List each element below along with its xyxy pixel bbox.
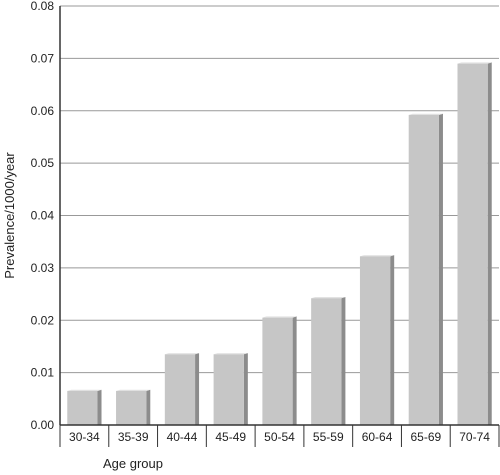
y-tick-label: 0.01 [31,366,55,380]
bar-side [195,353,200,425]
x-category-label: 50-54 [264,430,295,444]
bar-top [359,255,395,257]
y-tick-label: 0.07 [31,51,55,65]
bar-side [341,297,346,425]
bar-face [408,114,439,425]
y-tick-label: 0.08 [31,0,55,13]
y-tick-label: 0.02 [31,313,55,327]
bar-top [262,316,297,318]
x-category-label: 30-34 [69,430,100,444]
bar-side [97,389,102,425]
axes [59,6,499,426]
x-category-label: 70-74 [459,430,490,444]
bar-top [213,353,248,355]
bar [408,113,443,426]
x-category-labels: 30-34 35-39 40-44 45-49 50-54 55-59 60-64 65-69… [59,425,500,447]
x-category-label: 60-64 [362,430,393,444]
bar-face [262,317,293,425]
y-tick-label: 0.00 [31,418,55,432]
bar-side [390,255,395,425]
x-category-label: 40-44 [167,430,198,444]
y-tick-label: 0.05 [31,156,55,170]
bars [67,62,492,426]
bar [213,353,248,425]
y-tick-labels: 0.00 0.01 0.02 0.03 0.04 0.05 0.06 0.07 0.08 [31,0,55,432]
bar-face [116,390,147,425]
bar [262,316,297,425]
bar-side [146,389,151,425]
bar [164,353,200,425]
x-axis-title: Age group [103,456,163,471]
gridlines [60,5,499,374]
x-category-label: 55-59 [313,430,344,444]
bar-top [164,353,200,355]
bar-side [292,316,297,425]
bar-top [408,113,443,115]
bar-face [359,256,391,425]
y-tick-label: 0.04 [31,209,55,223]
bar [116,389,151,425]
bar-side [487,62,492,425]
bar-face [311,298,342,425]
y-axis-title: Prevalence/1000/year [2,152,17,279]
bar-top [67,389,102,391]
y-tick-label: 0.03 [31,261,55,275]
bar-side [438,113,443,426]
bar-face [67,390,98,425]
bar-face [457,63,488,426]
y-tick-label: 0.06 [31,104,55,118]
bar-face [164,354,196,425]
bar-top [116,389,151,391]
bar-face [213,354,244,425]
bar-side [243,353,248,425]
bar-top [457,62,492,64]
bar [67,389,102,425]
bar [457,62,492,426]
bar-top [311,297,346,299]
x-category-label: 65-69 [410,430,441,444]
bar [311,297,346,425]
bar [359,255,395,425]
x-category-label: 35-39 [118,430,149,444]
x-category-label: 45-49 [215,430,246,444]
